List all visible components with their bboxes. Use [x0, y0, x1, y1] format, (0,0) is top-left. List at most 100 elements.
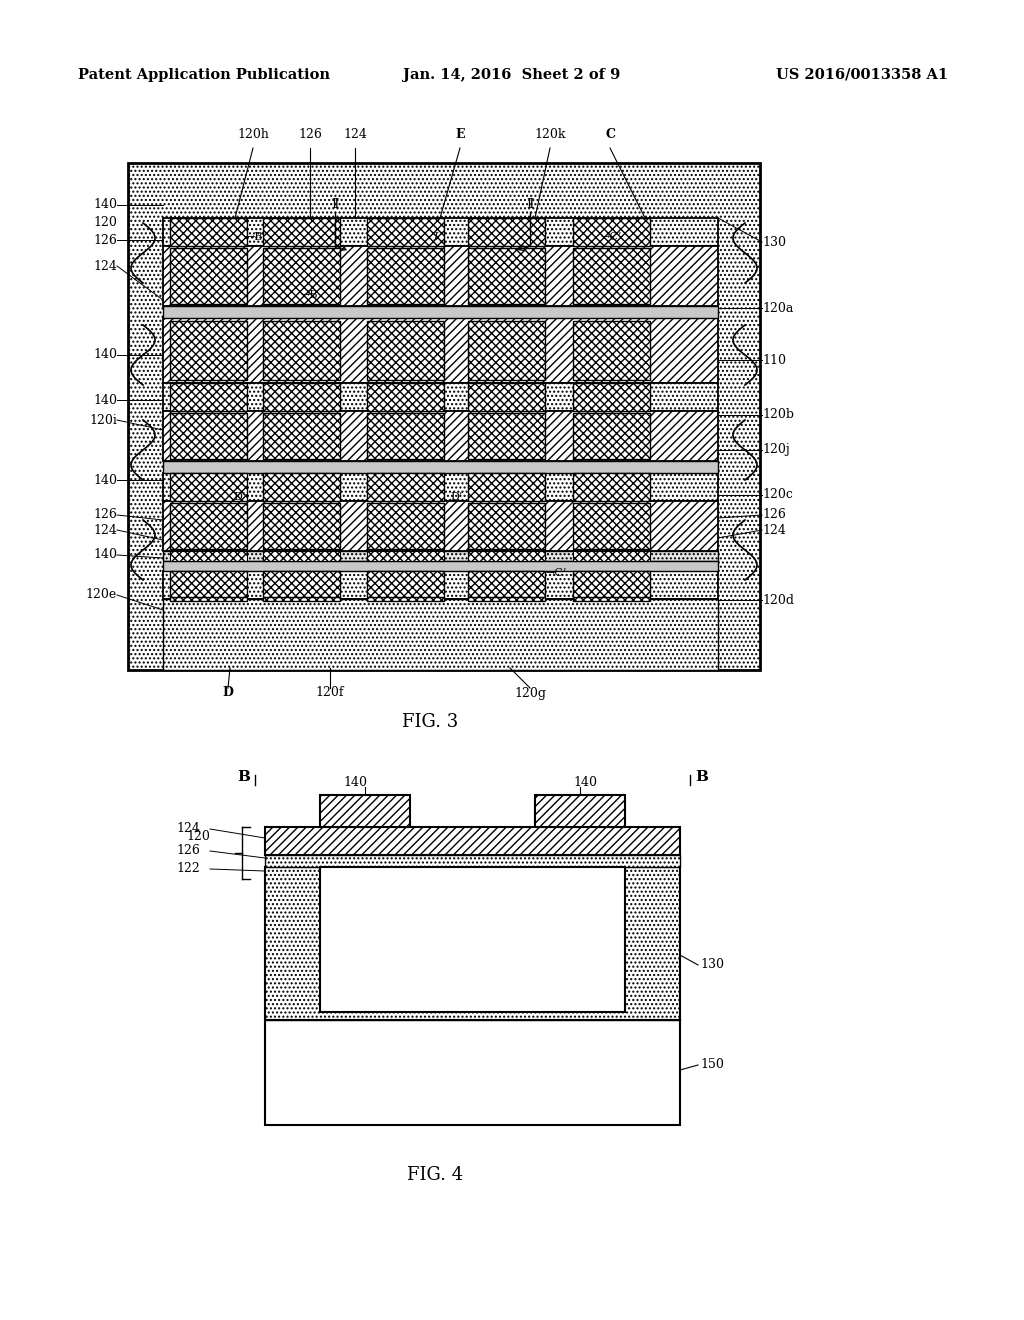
Text: 126: 126	[762, 508, 785, 521]
Bar	[163, 572, 718, 599]
Bar	[263, 248, 340, 304]
Text: D’: D’	[450, 492, 463, 502]
Text: 126: 126	[93, 234, 117, 247]
Bar	[367, 503, 444, 549]
Bar	[468, 218, 545, 246]
Bar	[170, 550, 247, 561]
Text: B: B	[695, 770, 708, 784]
Text: 124: 124	[93, 524, 117, 536]
Bar	[263, 550, 340, 561]
Text: E: E	[456, 128, 465, 141]
Bar	[163, 502, 718, 550]
Bar	[367, 413, 444, 459]
Bar	[573, 473, 650, 502]
Bar	[468, 473, 545, 502]
Bar	[163, 473, 718, 502]
Text: 124: 124	[343, 128, 367, 141]
Bar	[468, 413, 545, 459]
Bar	[367, 473, 444, 502]
Bar	[367, 572, 444, 599]
Bar	[573, 550, 650, 561]
Text: 120f: 120f	[315, 686, 344, 700]
Bar	[319, 795, 410, 828]
Text: I: I	[433, 232, 437, 242]
Text: 126: 126	[298, 128, 322, 141]
Text: B: B	[237, 770, 250, 784]
Bar	[170, 218, 247, 246]
Bar	[170, 473, 247, 502]
Text: Patent Application Publication: Patent Application Publication	[78, 69, 330, 82]
Bar	[573, 413, 650, 459]
Bar	[367, 383, 444, 411]
Bar	[573, 321, 650, 380]
Bar	[163, 561, 718, 572]
Text: 124: 124	[93, 260, 117, 272]
Text: 140: 140	[93, 549, 117, 561]
Bar	[263, 413, 340, 459]
Bar	[573, 248, 650, 304]
Bar	[367, 218, 444, 246]
Text: 120: 120	[93, 215, 117, 228]
Text: FIG. 4: FIG. 4	[407, 1166, 463, 1184]
Bar	[263, 503, 340, 549]
Bar	[573, 383, 650, 411]
Bar	[265, 855, 680, 867]
Bar	[468, 597, 545, 601]
Bar	[163, 318, 718, 383]
Text: 140: 140	[93, 198, 117, 211]
Bar	[170, 321, 247, 380]
Bar	[163, 383, 718, 411]
Bar	[163, 246, 718, 306]
Bar	[265, 867, 680, 1020]
Bar	[163, 599, 718, 671]
Bar	[263, 218, 340, 246]
Bar	[535, 795, 625, 828]
Bar	[367, 248, 444, 304]
Text: C: C	[605, 128, 615, 141]
Text: 140: 140	[573, 776, 597, 788]
Bar	[468, 383, 545, 411]
Bar	[367, 597, 444, 601]
Text: Ⅱ: Ⅱ	[526, 198, 534, 211]
Bar	[367, 321, 444, 380]
Bar	[163, 550, 718, 561]
Bar	[468, 503, 545, 549]
Text: →C’: →C’	[545, 568, 566, 578]
Text: 120h: 120h	[238, 128, 269, 141]
Bar	[468, 248, 545, 304]
Bar	[319, 867, 625, 1012]
Text: 110: 110	[762, 354, 786, 367]
Bar	[265, 828, 680, 855]
Bar	[163, 218, 718, 246]
Bar	[170, 413, 247, 459]
Text: Ⅱ: Ⅱ	[332, 198, 339, 211]
Bar	[367, 550, 444, 561]
Text: 130: 130	[762, 235, 786, 248]
Text: 126: 126	[176, 845, 200, 858]
Bar	[163, 411, 718, 461]
Text: 120j: 120j	[762, 444, 790, 457]
Bar	[573, 597, 650, 601]
Text: →C’: →C’	[600, 232, 622, 242]
Text: D: D	[222, 686, 233, 700]
Bar	[128, 162, 760, 671]
Text: 126: 126	[93, 508, 117, 521]
Bar	[170, 383, 247, 411]
Text: 140: 140	[93, 393, 117, 407]
Text: 140: 140	[93, 348, 117, 362]
Text: 120d: 120d	[762, 594, 794, 606]
Text: 140: 140	[343, 776, 367, 788]
Text: US 2016/0013358 A1: US 2016/0013358 A1	[776, 69, 948, 82]
Bar	[573, 503, 650, 549]
Text: 124: 124	[762, 524, 785, 536]
Text: FIG. 3: FIG. 3	[401, 713, 458, 731]
Bar	[263, 597, 340, 601]
Bar	[263, 321, 340, 380]
Text: 120e: 120e	[86, 589, 117, 602]
Bar	[163, 306, 718, 318]
Bar	[163, 461, 718, 473]
Text: Jan. 14, 2016  Sheet 2 of 9: Jan. 14, 2016 Sheet 2 of 9	[403, 69, 621, 82]
Text: D’: D’	[233, 492, 246, 502]
Text: 120g: 120g	[514, 686, 546, 700]
Text: 120b: 120b	[762, 408, 794, 421]
